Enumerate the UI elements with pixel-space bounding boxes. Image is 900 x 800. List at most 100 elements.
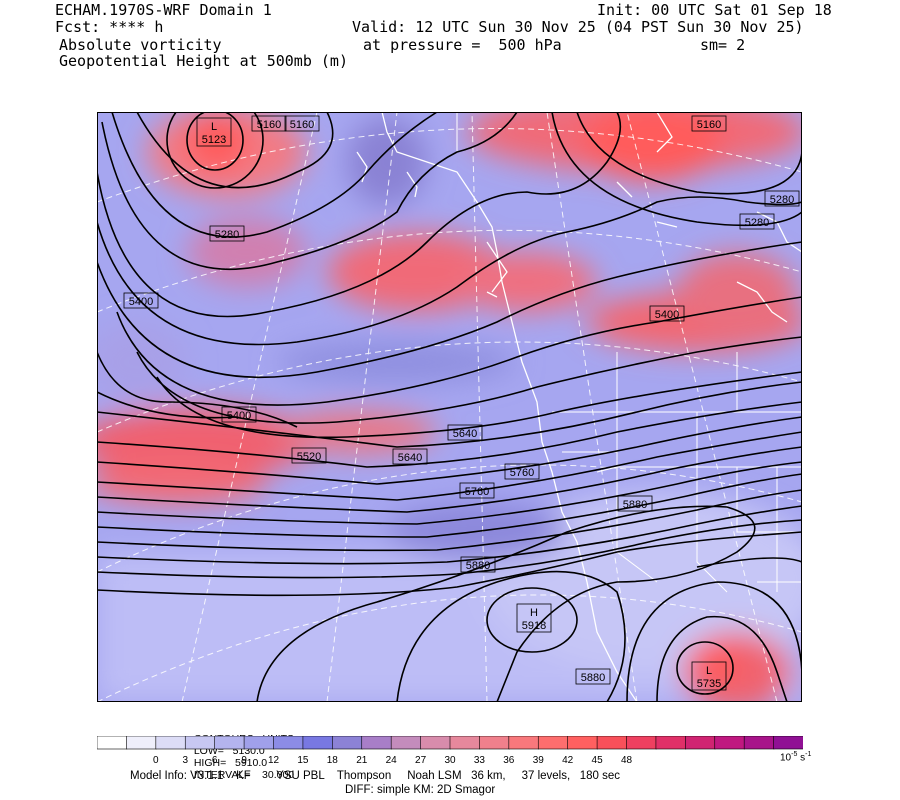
colorbar-swatch (361, 736, 392, 750)
height-contours (97, 112, 802, 702)
colorbar-unit: 10-5 s-1 (780, 751, 812, 764)
colorbar-swatch (479, 736, 510, 750)
contour-high: HIGH= 5910.0 (193, 757, 268, 769)
colorbar-tick-label: 45 (591, 755, 603, 766)
contour-label: 5640 (392, 448, 428, 465)
model-info: Model Info: V3.1.1 KF YSU PBL Thompson N… (130, 770, 621, 782)
colorbar-swatch (537, 736, 569, 750)
colorbar-swatch (626, 736, 657, 750)
contour-label: 5280 (739, 213, 775, 230)
colorbar-swatch (743, 736, 775, 750)
colorbar-swatch (655, 736, 687, 750)
colorbar-tick-label: 24 (385, 755, 397, 766)
contour-label: 5880 (617, 495, 653, 512)
svg-text:5280: 5280 (745, 217, 769, 229)
colorbar-tick-label: 9 (241, 755, 247, 766)
svg-text:5520: 5520 (297, 451, 321, 463)
colorbar-swatch (214, 736, 245, 750)
pressure-level: at pressure = 500 hPa (363, 36, 562, 54)
contour-interval: INTERVAL= 30.000 (193, 769, 295, 781)
svg-text:L: L (706, 665, 712, 677)
svg-text:H: H (530, 607, 538, 619)
svg-text:5880: 5880 (581, 672, 605, 684)
colorbar-swatch (449, 736, 481, 750)
colorbar-tick-label: 0 (153, 755, 159, 766)
contour-label: 5160 (251, 115, 287, 132)
contour-label: 5880 (460, 556, 496, 573)
colorbar-swatch (332, 736, 363, 750)
svg-text:5880: 5880 (466, 560, 490, 572)
field-name-2: Geopotential Height at 500mb (m) (59, 52, 348, 70)
svg-text:5160: 5160 (290, 119, 314, 131)
svg-text:5400: 5400 (227, 410, 251, 422)
state-borders (456, 112, 802, 593)
colorbar-tick-label: 27 (415, 755, 427, 766)
colorbar-tick-label: 30 (444, 755, 456, 766)
colorbar-tick-label: 48 (620, 755, 633, 766)
contour-label: 5520 (291, 447, 327, 464)
colorbar-tick-label: 42 (562, 755, 574, 766)
svg-text:5400: 5400 (129, 296, 153, 308)
contour-label: 5400 (649, 305, 685, 322)
colorbar-swatch (714, 736, 745, 750)
colorbar-swatch (126, 736, 157, 750)
vorticity-shading (97, 112, 802, 702)
colorbar-swatch (567, 736, 598, 750)
colorbar-tick-label: 3 (182, 755, 189, 766)
colorbar-swatch (184, 736, 216, 750)
colorbar-tick-label: 18 (326, 755, 338, 766)
colorbar-tick-label: 39 (532, 755, 544, 766)
colorbar-swatch (243, 736, 275, 750)
colorbar-swatch (97, 736, 128, 750)
svg-text:5160: 5160 (697, 119, 721, 131)
colorbar-swatch (420, 736, 451, 750)
contour-labels: 5160 5160 51605280528052805400540054005520… (123, 115, 800, 685)
contour-label: 5400 (221, 406, 257, 423)
colorbar (97, 736, 803, 750)
svg-text:5400: 5400 (655, 309, 679, 321)
field-name-1: Absolute vorticity (59, 36, 222, 54)
model-title: ECHAM.1970S-WRF Domain 1 (55, 1, 272, 19)
svg-text:5640: 5640 (398, 452, 422, 464)
contour-label: 5400 (123, 292, 159, 309)
svg-text:5280: 5280 (215, 229, 239, 241)
svg-text:5160: 5160 (257, 119, 281, 131)
contour-label: 5640 (447, 424, 483, 441)
forecast-hour: Fcst: **** h (55, 18, 164, 36)
colorbar-swatch (155, 736, 187, 750)
colorbar-swatch (596, 736, 628, 750)
contour-label: 5280 (209, 225, 245, 242)
colorbar-tick-label: 33 (473, 755, 485, 766)
svg-text:5760: 5760 (465, 486, 489, 498)
svg-text:5760: 5760 (510, 467, 534, 479)
diff-info: DIFF: simple KM: 2D Smagor (345, 784, 496, 796)
colorbar-tick-label: 15 (297, 755, 309, 766)
contour-label: 5160 (284, 115, 320, 132)
contour-label: 5760 (459, 482, 495, 499)
contour-label: 5880 (575, 668, 611, 685)
smoothing: sm= 2 (700, 36, 746, 54)
colorbar-swatch (773, 736, 803, 750)
valid-time: Valid: 12 UTC Sun 30 Nov 25 (04 PST Sun … (352, 18, 804, 36)
svg-text:5735: 5735 (697, 678, 721, 690)
svg-text:5918: 5918 (522, 620, 546, 632)
contour-label: 5160 (691, 115, 727, 132)
svg-text:5880: 5880 (623, 499, 647, 511)
contour-label: 5760 (504, 463, 540, 480)
init-time: Init: 00 UTC Sat 01 Sep 18 (597, 1, 832, 19)
colorbar-tick-label: 12 (267, 755, 280, 766)
svg-text:5640: 5640 (453, 428, 477, 440)
colorbar-swatch (390, 736, 422, 750)
svg-text:5280: 5280 (770, 194, 794, 206)
colorbar-swatch (508, 736, 540, 750)
contour-label: 5280 (764, 190, 800, 207)
colorbar-tick-label: 36 (503, 755, 515, 766)
svg-text:5123: 5123 (202, 134, 226, 146)
colorbar-swatch (685, 736, 716, 750)
colorbar-tick-label: 21 (356, 755, 368, 766)
colorbar-swatch (302, 736, 334, 750)
